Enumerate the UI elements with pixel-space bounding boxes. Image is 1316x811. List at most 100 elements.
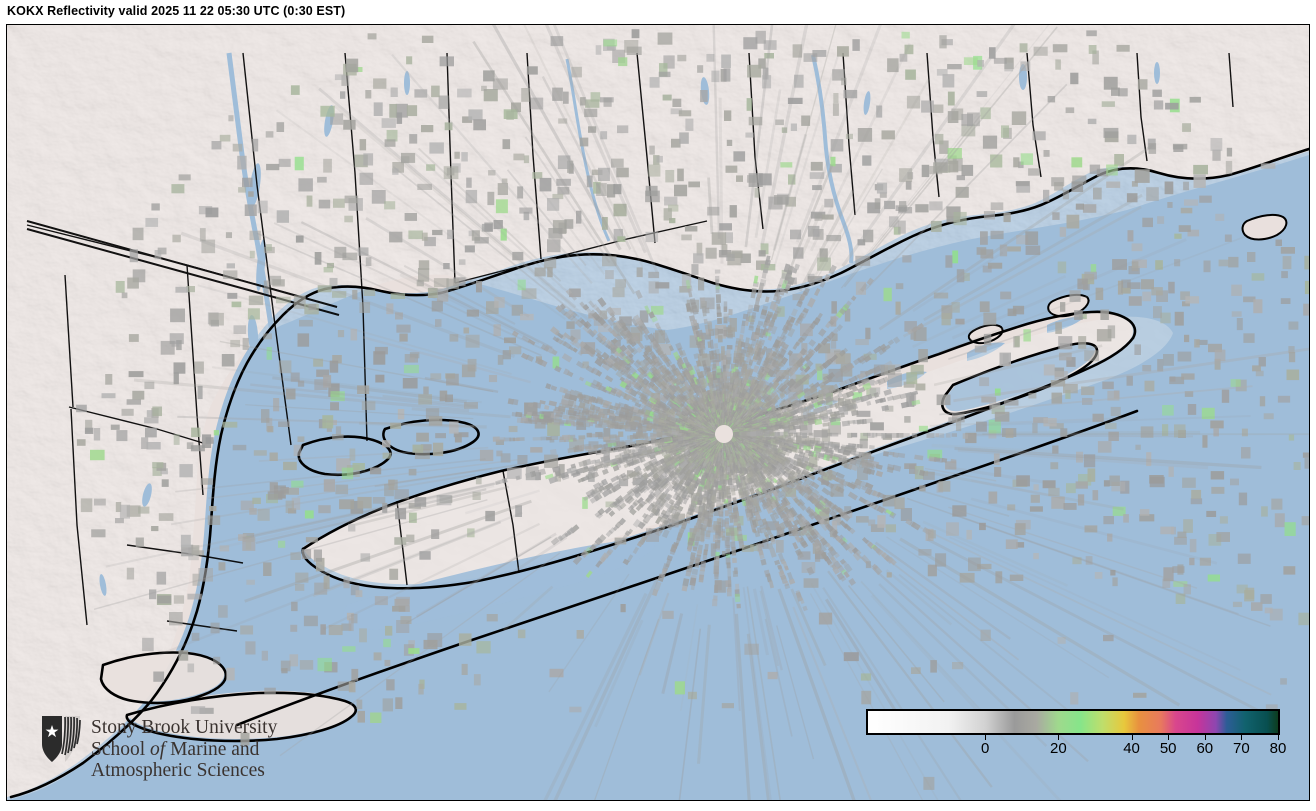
radar-echo-cell [988, 419, 1001, 434]
radar-echo-cell [1155, 260, 1163, 270]
radar-echo-cell [989, 402, 1001, 409]
radar-echo-cell [812, 185, 822, 191]
radar-echo-cell [433, 278, 449, 288]
radar-clutter-spoke-segment [843, 563, 853, 573]
radar-echo-cell [952, 662, 964, 670]
radar-echo-cell [1102, 381, 1114, 390]
radar-echo-cell [330, 402, 339, 411]
radar-clutter-spoke-segment [807, 450, 815, 457]
radar-echo-cell [1055, 59, 1061, 70]
radar-echo-cell [1185, 296, 1200, 304]
radar-echo-cell [1043, 189, 1050, 202]
radar-echo-cell [941, 39, 953, 46]
radar-echo-cell [290, 624, 298, 632]
radar-echo-cell [832, 103, 839, 116]
radar-echo-cell [365, 90, 372, 99]
radar-echo-cell [289, 654, 299, 667]
radar-clutter-spoke-segment [732, 518, 739, 527]
radar-echo-cell [580, 97, 586, 106]
radar-echo-cell [819, 248, 828, 262]
radar-clutter-spoke-segment [559, 436, 564, 441]
radar-echo-cell [863, 379, 875, 386]
radar-echo-cell [1142, 217, 1153, 228]
radar-map[interactable] [7, 25, 1309, 800]
radar-echo-cell [870, 422, 884, 431]
radar-echo-cell [929, 201, 943, 211]
radar-echo-cell [741, 545, 754, 552]
radar-echo-cell [1304, 255, 1309, 270]
radar-echo-cell [948, 160, 959, 173]
radar-echo-cell [194, 361, 204, 374]
radar-clutter-spoke-segment [828, 491, 835, 498]
map-frame[interactable] [6, 24, 1310, 801]
radar-echo-cell [844, 308, 851, 322]
radar-echo-cell [1230, 379, 1241, 387]
radar-clutter-spoke-segment [821, 487, 831, 496]
radar-echo-cell [465, 189, 478, 204]
radar-echo-cell [1132, 259, 1147, 268]
radar-echo-cell [874, 198, 881, 209]
radar-echo-cell [423, 386, 429, 395]
radar-echo-cell [617, 125, 629, 134]
radar-echo-cell [348, 681, 356, 693]
radar-echo-cell [831, 520, 838, 531]
radar-clutter-spoke-segment [823, 499, 832, 508]
radar-echo-cell [265, 131, 274, 138]
radar-echo-cell [817, 394, 824, 404]
radar-clutter-spoke-segment [713, 584, 719, 594]
radar-echo-cell [539, 177, 552, 192]
radar-echo-cell [1077, 278, 1088, 290]
radar-echo-cell [408, 468, 417, 476]
radar-echo-cell [297, 333, 310, 347]
radar-clutter-spoke-segment [795, 535, 802, 543]
radar-clutter-spoke-segment [864, 482, 874, 490]
radar-echo-cell [788, 472, 803, 479]
radar-clutter-spoke-segment [881, 432, 887, 439]
radar-echo-cell [1011, 111, 1027, 125]
radar-clutter-spoke-segment [713, 510, 720, 517]
radar-echo-cell [511, 304, 523, 316]
radar-echo-cell [956, 269, 965, 283]
radar-echo-cell [1033, 553, 1039, 560]
radar-echo-cell [187, 663, 195, 673]
radar-echo-cell [1065, 389, 1071, 399]
radar-echo-cell [1030, 494, 1040, 503]
radar-echo-cell [1071, 157, 1083, 168]
radar-echo-cell [464, 402, 478, 409]
radar-echo-cell [1089, 164, 1101, 174]
radar-echo-cell [228, 115, 234, 122]
radar-echo-cell [953, 211, 967, 226]
radar-echo-cell [173, 372, 179, 385]
radar-echo-cell [995, 571, 1003, 584]
radar-echo-cell [552, 193, 564, 200]
radar-clutter-spoke-segment [705, 533, 711, 540]
radar-clutter-spoke-segment [712, 599, 718, 607]
radar-echo-cell [493, 324, 501, 337]
radar-echo-cell [651, 305, 664, 315]
radar-echo-cell [1117, 280, 1124, 295]
radar-echo-cell [862, 155, 872, 166]
radar-echo-cell [1033, 484, 1039, 491]
radar-echo-cell [1134, 344, 1141, 355]
radar-clutter-spoke-segment [851, 547, 859, 554]
radar-clutter-spoke-segment [724, 502, 729, 509]
radar-echo-cell [982, 135, 998, 149]
radar-echo-cell [921, 164, 930, 178]
radar-echo-cell [1005, 539, 1018, 549]
radar-clutter-spoke-segment [806, 566, 815, 576]
radar-echo-cell [946, 522, 959, 536]
radar-echo-cell [1243, 333, 1255, 343]
radar-echo-cell [1221, 389, 1230, 403]
radar-echo-cell [707, 524, 719, 533]
radar-echo-cell [1253, 299, 1263, 314]
radar-echo-cell [248, 295, 264, 306]
radar-echo-cell [881, 130, 895, 140]
radar-echo-cell [804, 388, 817, 398]
radar-clutter-spoke-segment [826, 442, 833, 448]
radar-echo-cell [1286, 369, 1300, 381]
radar-echo-cell [1218, 259, 1229, 267]
radar-echo-cell [869, 387, 881, 395]
radar-echo-cell [821, 214, 834, 220]
radar-echo-cell [326, 262, 334, 269]
radar-echo-cell [1074, 310, 1083, 320]
